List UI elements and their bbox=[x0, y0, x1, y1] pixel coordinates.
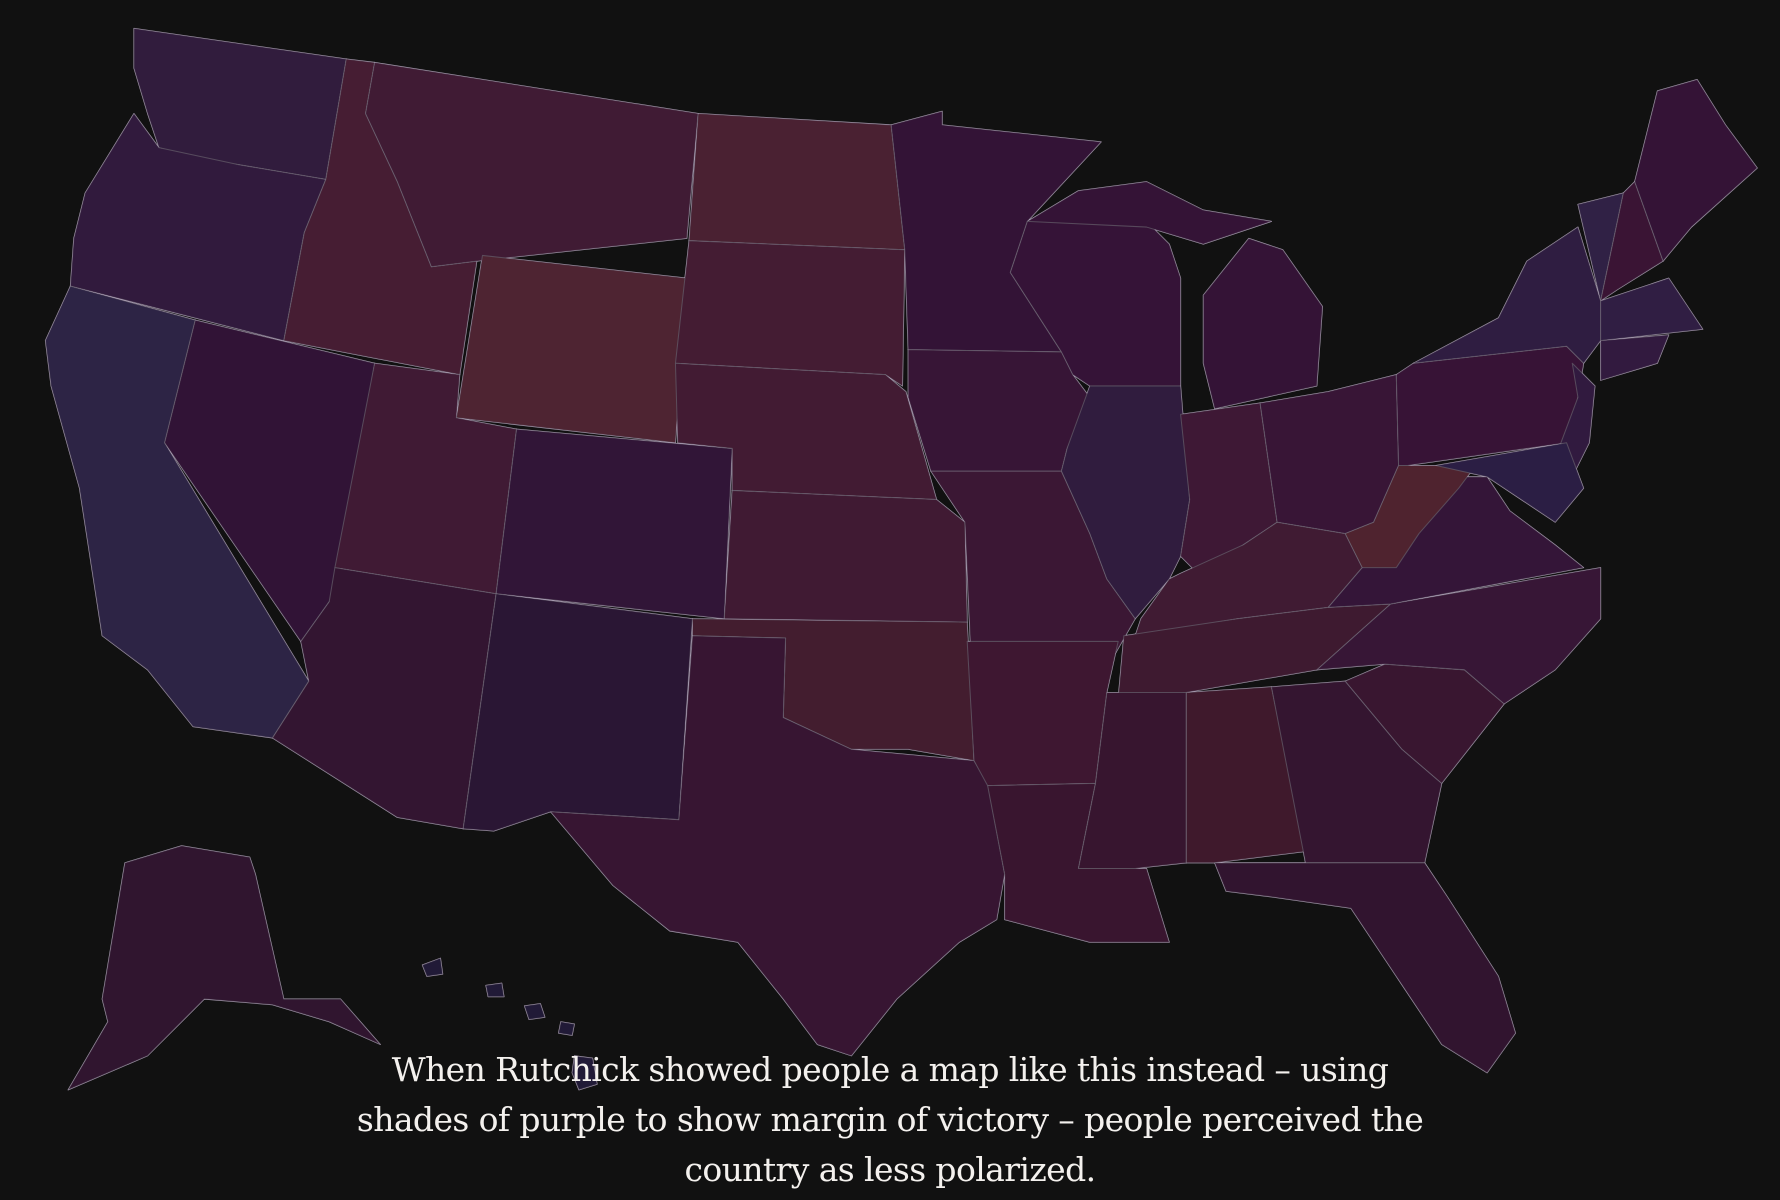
map-caption: When Rutchick showed people a map like t… bbox=[356, 1050, 1424, 1189]
